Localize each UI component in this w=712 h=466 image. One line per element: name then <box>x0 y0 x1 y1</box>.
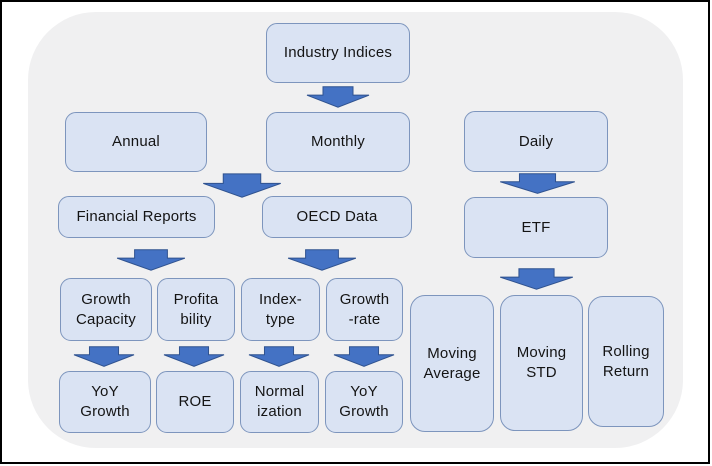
node-moving-average: Moving Average <box>410 295 494 432</box>
node-daily: Daily <box>464 111 608 172</box>
arrow-down-icon <box>73 346 135 367</box>
node-profitability: Profita bility <box>157 278 235 341</box>
arrow-down-icon <box>306 86 370 108</box>
arrow-down-icon <box>499 268 574 290</box>
node-growth-capacity: Growth Capacity <box>60 278 152 341</box>
arrow-down-icon <box>499 173 576 194</box>
arrow-down-icon <box>287 249 357 271</box>
node-etf: ETF <box>464 197 608 258</box>
arrow-down-icon <box>333 346 395 367</box>
node-moving-std: Moving STD <box>500 295 583 431</box>
arrow-down-icon <box>116 249 186 271</box>
arrow-down-icon <box>202 173 282 198</box>
node-growth-rate: Growth -rate <box>326 278 403 341</box>
node-roe: ROE <box>156 371 234 433</box>
node-index-type: Index- type <box>241 278 320 341</box>
arrow-down-icon <box>163 346 225 367</box>
node-normalization: Normal ization <box>240 371 319 433</box>
node-rolling-return: Rolling Return <box>588 296 664 427</box>
node-financial-reports: Financial Reports <box>58 196 215 238</box>
arrow-down-icon <box>248 346 310 367</box>
node-annual: Annual <box>65 112 207 172</box>
node-yoy-growth-left: YoY Growth <box>59 371 151 433</box>
node-monthly: Monthly <box>266 112 410 172</box>
node-industry-indices: Industry Indices <box>266 23 410 83</box>
node-oecd-data: OECD Data <box>262 196 412 238</box>
node-yoy-growth-right: YoY Growth <box>325 371 403 433</box>
